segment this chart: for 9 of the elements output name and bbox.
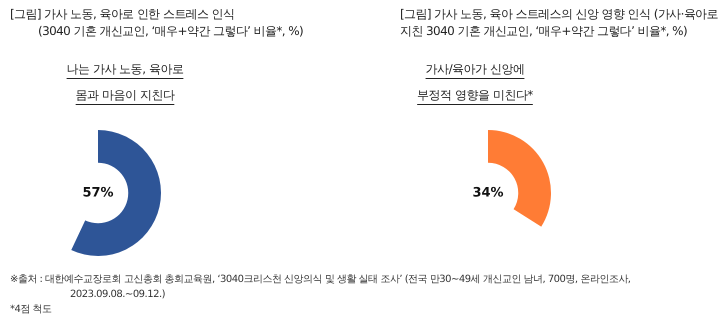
text: *4점 척도	[10, 303, 53, 317]
data-label: 57%	[82, 185, 114, 200]
slice-label: 나는 가사 노동, 육아로 몸과 마음이 지친다	[66, 62, 184, 102]
slice-label: 가사/육아가 신앙에 부정적 영향을 미친다*	[417, 62, 533, 102]
chart-subtitle: (3040 기혼 개신교인, ‘매우+약간 그렇다’ 비율*, %)	[38, 23, 304, 40]
data-label: 34%	[472, 185, 504, 200]
chart-title: [그림] 가사 노동, 육아로 인한 스트레스 인식	[10, 6, 236, 23]
chart-title: [그림] 가사 노동, 육아 스트레스의 신앙 영향 인식 (가사·육아로 지친 3040 기혼 개신교인, ‘매우+약간 그렇다’ 비율*, %)	[400, 6, 718, 40]
text: ※출처 : 대한예수교장로회 고신총회 총회교육원, ‘3040크리스천 신앙의식 및 생활 실태 조사’ (전국 만30~49세 개신교인 남녀, 700명, 온라인조사, 2023.09.08.~09.12.)	[10, 273, 632, 302]
